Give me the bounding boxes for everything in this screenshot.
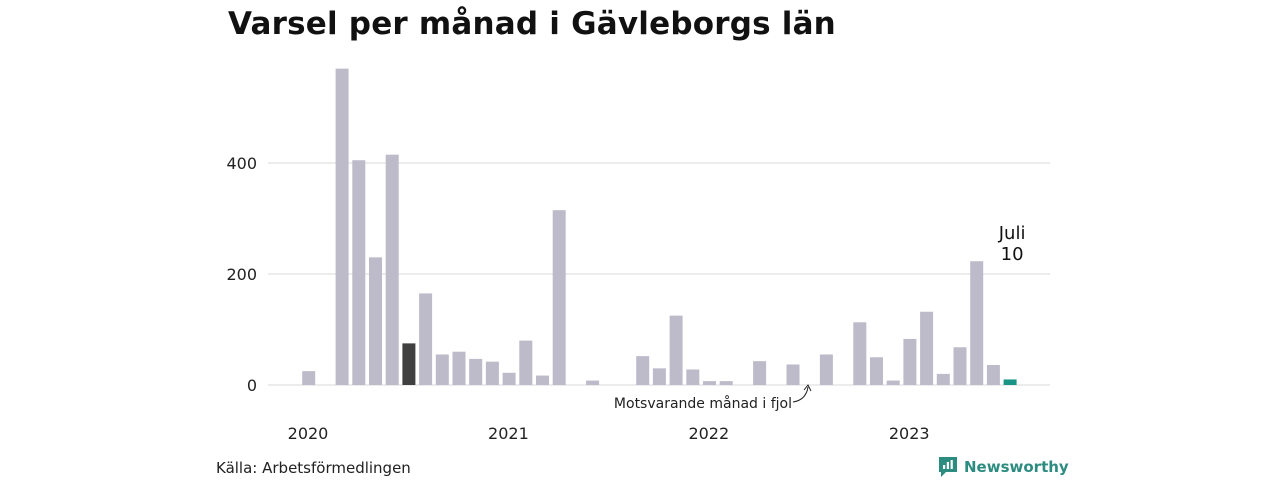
bar xyxy=(452,351,466,385)
annotation-value: 10 xyxy=(1001,244,1024,265)
bar xyxy=(970,261,984,385)
bar xyxy=(753,361,767,385)
bar xyxy=(552,210,566,385)
bar xyxy=(469,358,483,385)
bar xyxy=(786,364,800,385)
x-year-label: 2022 xyxy=(688,424,729,443)
x-year-label: 2020 xyxy=(288,424,329,443)
bar xyxy=(936,373,950,385)
bar xyxy=(302,371,316,385)
bar xyxy=(669,315,683,385)
bars xyxy=(302,68,1017,386)
y-tick-label: 400 xyxy=(226,154,257,173)
newsworthy-logo-icon xyxy=(939,457,957,477)
source-note: Källa: Arbetsförmedlingen xyxy=(216,459,411,477)
bar xyxy=(636,356,650,385)
bar xyxy=(519,340,533,385)
annotation-arrow-head xyxy=(803,384,812,392)
x-axis-year-labels: 2020 2021 2022 2023 xyxy=(288,424,930,443)
annotation-arrow xyxy=(792,386,809,403)
brand-name: Newsworthy xyxy=(964,458,1069,476)
bar xyxy=(870,357,883,385)
bar xyxy=(586,380,600,385)
bar xyxy=(819,354,833,385)
brand-logo: Newsworthy xyxy=(938,456,1069,478)
bar xyxy=(686,369,700,385)
bar xyxy=(652,368,666,385)
annotation-month: Juli xyxy=(998,223,1026,244)
bar xyxy=(485,361,499,385)
bar xyxy=(703,381,716,385)
bar xyxy=(903,338,917,385)
y-axis-ticks: 0 200 400 xyxy=(226,154,257,395)
bar xyxy=(435,354,449,385)
annotation-previous-year: Motsvarande månad i fjol xyxy=(614,395,792,412)
bar xyxy=(853,322,867,385)
bar xyxy=(953,347,967,385)
bar xyxy=(536,375,549,385)
bar xyxy=(352,160,366,385)
x-year-label: 2023 xyxy=(889,424,930,443)
bar xyxy=(920,311,934,385)
y-tick-label: 0 xyxy=(247,376,257,395)
bar xyxy=(419,293,433,385)
bar xyxy=(886,380,900,385)
bar xyxy=(385,154,399,385)
chart-title: Varsel per månad i Gävleborgs län xyxy=(228,6,836,42)
bar-current-month xyxy=(1003,379,1017,385)
bar xyxy=(369,257,382,385)
bar xyxy=(502,372,516,385)
y-tick-label: 200 xyxy=(226,265,257,284)
bar-previous-year xyxy=(402,343,416,385)
x-year-label: 2021 xyxy=(488,424,529,443)
bar xyxy=(719,381,733,385)
bar xyxy=(986,365,1000,385)
bar xyxy=(335,68,349,386)
